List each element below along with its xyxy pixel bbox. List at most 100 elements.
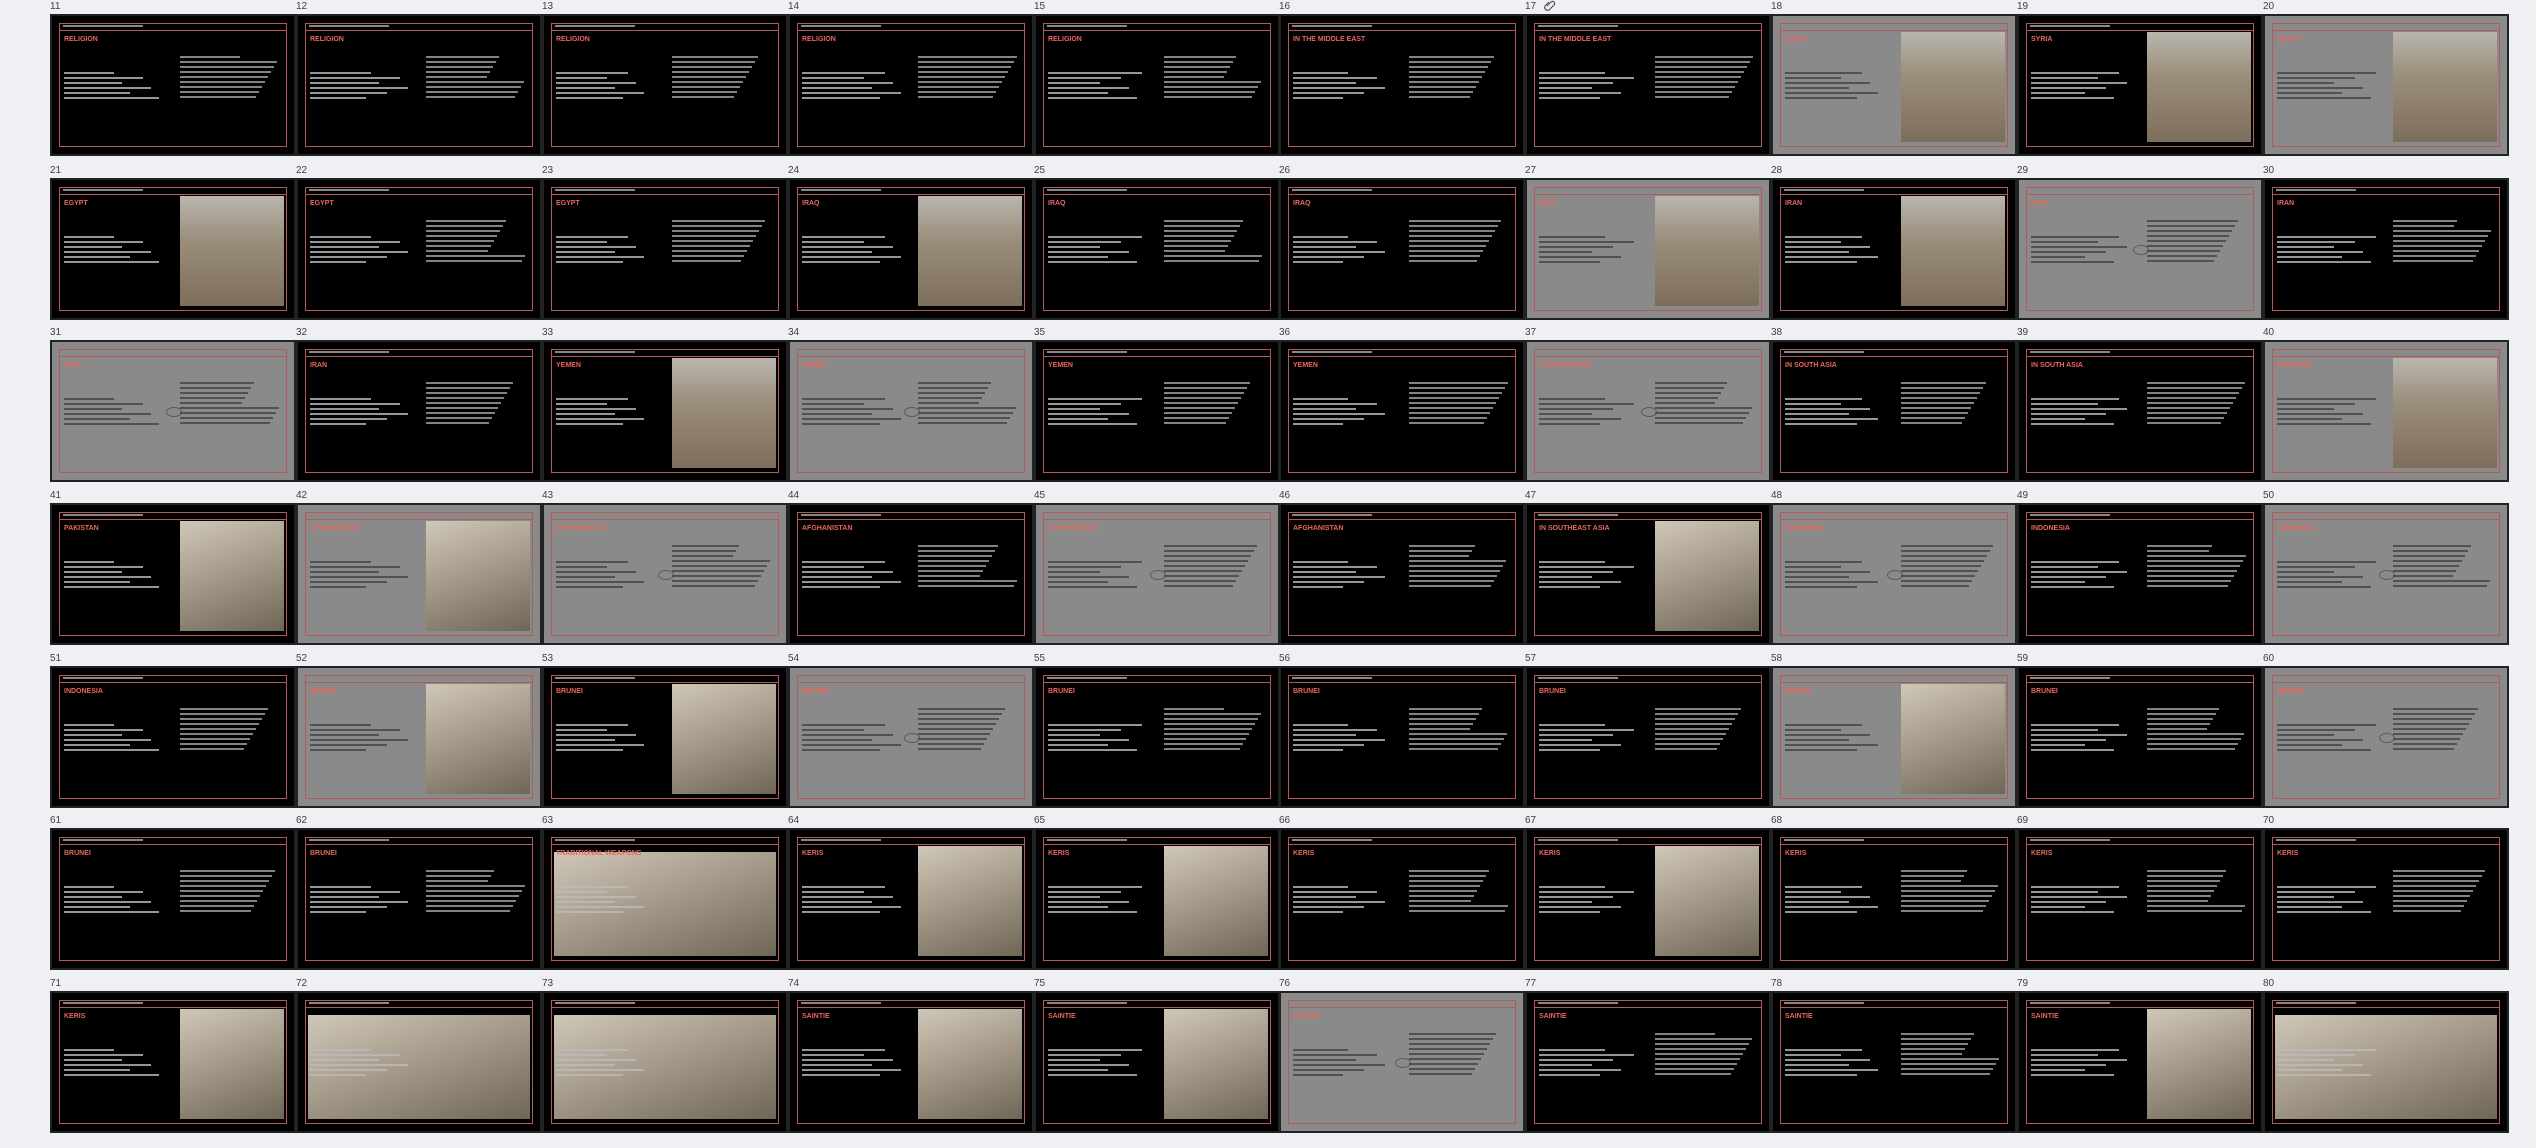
slide-preview[interactable]: EGYPT bbox=[2263, 14, 2509, 156]
slide-thumbnail[interactable]: 14 RELIGION bbox=[788, 0, 1034, 163]
slide-thumbnail[interactable]: 38 IN SOUTH ASIA bbox=[1771, 326, 2017, 489]
slide-thumbnail[interactable]: 28 IRAN bbox=[1771, 164, 2017, 327]
slide-thumbnail[interactable]: 69 KERIS bbox=[2017, 814, 2263, 977]
slide-thumbnail[interactable]: 13 RELIGION bbox=[542, 0, 788, 163]
slide-thumbnail[interactable]: 20 EGYPT bbox=[2263, 0, 2509, 163]
slide-preview[interactable]: IRAN bbox=[2263, 178, 2509, 320]
slide-thumbnail[interactable]: 30 IRAN bbox=[2263, 164, 2509, 327]
slide-preview[interactable]: RELIGION bbox=[542, 14, 788, 156]
slide-thumbnail[interactable]: 52 BRUNEI bbox=[296, 652, 542, 815]
slide-preview[interactable]: KERIS bbox=[1279, 828, 1525, 970]
slide-preview[interactable]: IRAN bbox=[2017, 178, 2263, 320]
slide-thumbnail[interactable]: 21 EGYPT bbox=[50, 164, 296, 327]
slide-thumbnail[interactable]: 76 SAINTIE bbox=[1279, 977, 1525, 1140]
slide-preview[interactable] bbox=[2263, 991, 2509, 1133]
slide-preview[interactable]: BRUNEI bbox=[1279, 666, 1525, 808]
slide-preview[interactable]: BRUNEI bbox=[2017, 666, 2263, 808]
slide-preview[interactable]: TRADITIONAL WEAPONS bbox=[542, 828, 788, 970]
slide-thumbnail[interactable]: 72 bbox=[296, 977, 542, 1140]
slide-preview[interactable]: SAINTIE bbox=[1525, 991, 1771, 1133]
slide-thumbnail[interactable]: 33 YEMEN bbox=[542, 326, 788, 489]
slide-thumbnail[interactable]: 18 SYRIA bbox=[1771, 0, 2017, 163]
slide-preview[interactable]: BRUNEI bbox=[50, 828, 296, 970]
slide-thumbnail[interactable]: 53 BRUNEI bbox=[542, 652, 788, 815]
slide-preview[interactable]: SAINTIE bbox=[1771, 991, 2017, 1133]
slide-thumbnail[interactable]: 63 TRADITIONAL WEAPONS bbox=[542, 814, 788, 977]
slide-preview[interactable]: IRAN bbox=[50, 340, 296, 482]
slide-preview[interactable]: KERIS bbox=[2017, 828, 2263, 970]
slide-thumbnail[interactable]: 39 IN SOUTH ASIA bbox=[2017, 326, 2263, 489]
slide-preview[interactable]: BRUNEI bbox=[1034, 666, 1280, 808]
slide-thumbnail[interactable]: 19 SYRIA bbox=[2017, 0, 2263, 163]
slide-preview[interactable]: YEMEN bbox=[1279, 340, 1525, 482]
slide-preview[interactable] bbox=[542, 991, 788, 1133]
slide-preview[interactable]: YEMEN bbox=[788, 340, 1034, 482]
slide-preview[interactable]: INDONESIA bbox=[50, 666, 296, 808]
slide-preview[interactable]: SAINTIE bbox=[1279, 991, 1525, 1133]
slide-thumbnail[interactable]: 12 RELIGION bbox=[296, 0, 542, 163]
slide-preview[interactable]: KERIS bbox=[2263, 828, 2509, 970]
slide-thumbnail[interactable]: 26 IRAQ bbox=[1279, 164, 1525, 327]
slide-preview[interactable]: IN SOUTH ASIA bbox=[2017, 340, 2263, 482]
slide-preview[interactable]: IRAQ bbox=[1279, 178, 1525, 320]
slide-preview[interactable]: IRAQ bbox=[1034, 178, 1280, 320]
slide-thumbnail[interactable]: 50 INDONESIA bbox=[2263, 489, 2509, 652]
slide-preview[interactable]: BRUNEI bbox=[2263, 666, 2509, 808]
slide-preview[interactable]: INDONESIA bbox=[2017, 503, 2263, 645]
slide-preview[interactable]: KERIS bbox=[1034, 828, 1280, 970]
slide-thumbnail[interactable]: 62 BRUNEI bbox=[296, 814, 542, 977]
slide-preview[interactable]: IN SOUTH ASIA bbox=[1525, 340, 1771, 482]
slide-preview[interactable]: KERIS bbox=[1525, 828, 1771, 970]
slide-thumbnail[interactable]: 77 SAINTIE bbox=[1525, 977, 1771, 1140]
slide-thumbnail[interactable]: 43 AFGHANISTAN bbox=[542, 489, 788, 652]
slide-preview[interactable]: IN THE MIDDLE EAST bbox=[1525, 14, 1771, 156]
slide-preview[interactable]: BRUNEI bbox=[1771, 666, 2017, 808]
slide-preview[interactable]: BRUNEI bbox=[788, 666, 1034, 808]
slide-thumbnail[interactable]: 32 IRAN bbox=[296, 326, 542, 489]
slide-preview[interactable]: IRAN bbox=[296, 340, 542, 482]
slide-preview[interactable]: RELIGION bbox=[1034, 14, 1280, 156]
slide-thumbnail[interactable]: 60 BRUNEI bbox=[2263, 652, 2509, 815]
slide-thumbnail[interactable]: 51 INDONESIA bbox=[50, 652, 296, 815]
slide-thumbnail[interactable]: 29 IRAN bbox=[2017, 164, 2263, 327]
slide-thumbnail[interactable]: 48 INDONESIA bbox=[1771, 489, 2017, 652]
slide-thumbnail[interactable]: 73 bbox=[542, 977, 788, 1140]
slide-thumbnail[interactable]: 31 IRAN bbox=[50, 326, 296, 489]
slide-preview[interactable]: IRAQ bbox=[788, 178, 1034, 320]
slide-thumbnail[interactable]: 65 KERIS bbox=[1034, 814, 1280, 977]
slide-thumbnail[interactable]: 36 YEMEN bbox=[1279, 326, 1525, 489]
slide-thumbnail[interactable]: 70 KERIS bbox=[2263, 814, 2509, 977]
slide-thumbnail[interactable]: 59 BRUNEI bbox=[2017, 652, 2263, 815]
slide-thumbnail[interactable]: 22 EGYPT bbox=[296, 164, 542, 327]
slide-preview[interactable]: AFGHANISTAN bbox=[788, 503, 1034, 645]
slide-preview[interactable]: IN SOUTHEAST ASIA bbox=[1525, 503, 1771, 645]
slide-preview[interactable]: YEMEN bbox=[542, 340, 788, 482]
slide-thumbnail[interactable]: 49 INDONESIA bbox=[2017, 489, 2263, 652]
slide-thumbnail[interactable]: 24 IRAQ bbox=[788, 164, 1034, 327]
slide-preview[interactable]: SAINTIE bbox=[1034, 991, 1280, 1133]
slide-thumbnail[interactable]: 61 BRUNEI bbox=[50, 814, 296, 977]
slide-thumbnail[interactable]: 16 IN THE MIDDLE EAST bbox=[1279, 0, 1525, 163]
slide-thumbnail[interactable]: 66 KERIS bbox=[1279, 814, 1525, 977]
slide-preview[interactable]: IN THE MIDDLE EAST bbox=[1279, 14, 1525, 156]
slide-preview[interactable]: IN SOUTH ASIA bbox=[1771, 340, 2017, 482]
slide-preview[interactable]: AFGHANISTAN bbox=[542, 503, 788, 645]
slide-thumbnail[interactable]: 55 BRUNEI bbox=[1034, 652, 1280, 815]
slide-thumbnail[interactable]: 42 AFGHANISTAN bbox=[296, 489, 542, 652]
slide-thumbnail[interactable]: 40 PAKISTAN bbox=[2263, 326, 2509, 489]
slide-preview[interactable]: RELIGION bbox=[296, 14, 542, 156]
slide-thumbnail[interactable]: 79 SAINTIE bbox=[2017, 977, 2263, 1140]
slide-thumbnail[interactable]: 71 KERIS bbox=[50, 977, 296, 1140]
slide-preview[interactable]: AFGHANISTAN bbox=[296, 503, 542, 645]
slide-preview[interactable]: SYRIA bbox=[1771, 14, 2017, 156]
slide-preview[interactable]: INDONESIA bbox=[2263, 503, 2509, 645]
slide-thumbnail[interactable]: 78 SAINTIE bbox=[1771, 977, 2017, 1140]
slide-preview[interactable]: EGYPT bbox=[296, 178, 542, 320]
slide-thumbnail[interactable]: 46 AFGHANISTAN bbox=[1279, 489, 1525, 652]
slide-preview[interactable] bbox=[296, 991, 542, 1133]
slide-preview[interactable]: AFGHANISTAN bbox=[1279, 503, 1525, 645]
slide-preview[interactable]: RELIGION bbox=[788, 14, 1034, 156]
slide-thumbnail[interactable]: 35 YEMEN bbox=[1034, 326, 1280, 489]
slide-preview[interactable]: SAINTIE bbox=[788, 991, 1034, 1133]
slide-thumbnail[interactable]: 41 PAKISTAN bbox=[50, 489, 296, 652]
